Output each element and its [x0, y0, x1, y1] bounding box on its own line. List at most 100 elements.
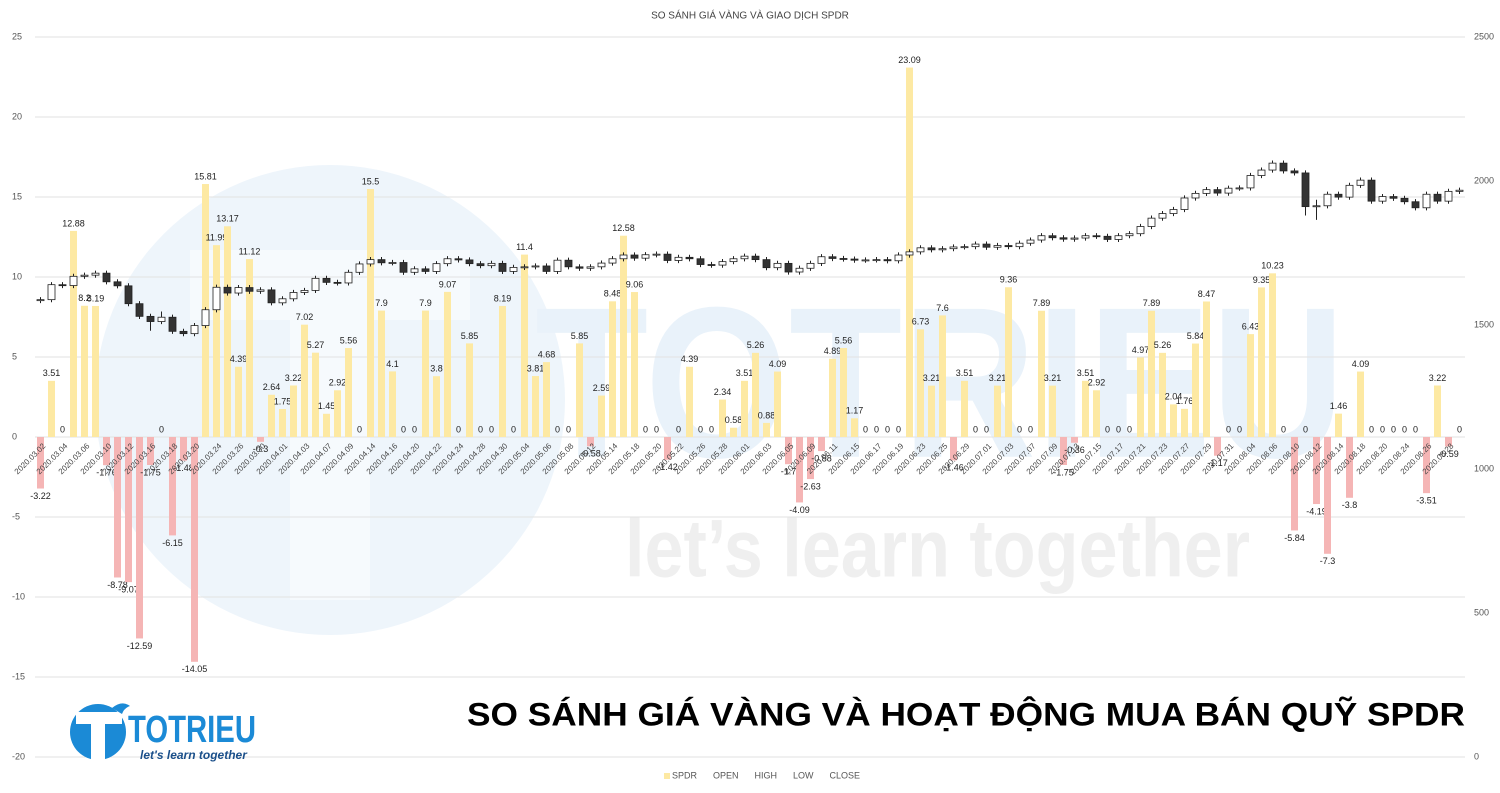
data-label: 4.09: [769, 359, 787, 369]
bar: [279, 409, 286, 437]
bar: [1192, 343, 1199, 437]
data-label: 3.22: [1429, 373, 1447, 383]
data-label: 8.19: [494, 293, 512, 303]
candle-body: [938, 248, 947, 251]
data-label: 0: [885, 424, 890, 434]
candle-body: [80, 274, 89, 277]
chart-title: SO SÁNH GIÁ VÀNG VÀ GIAO DỊCH SPDR: [651, 9, 849, 22]
data-label: -7.3: [1320, 556, 1336, 566]
y2-tick-label: 1000: [1474, 463, 1494, 473]
candle-body: [817, 256, 826, 264]
candle-body: [971, 243, 980, 248]
bar: [851, 418, 858, 437]
bar: [807, 437, 814, 480]
data-label: 5.84: [1187, 331, 1205, 341]
data-label: 0.88: [758, 410, 776, 420]
data-label: 0: [1116, 424, 1121, 434]
candle-body: [1433, 193, 1442, 202]
candle-body: [388, 262, 397, 264]
data-label: -0.36: [1064, 445, 1085, 455]
y-tick-label: 20: [12, 111, 22, 121]
bar: [334, 390, 341, 437]
bar: [92, 305, 99, 437]
candle-body: [311, 277, 320, 291]
candle-body: [1312, 205, 1321, 208]
bar: [191, 437, 198, 662]
data-label: -4.19: [1306, 506, 1327, 516]
bar: [312, 352, 319, 437]
candle-body: [1224, 187, 1233, 194]
bar: [1247, 334, 1254, 437]
candle-body: [69, 275, 78, 286]
candle-body: [135, 303, 144, 317]
bar: [928, 385, 935, 437]
bar: [136, 437, 143, 639]
bar: [367, 189, 374, 437]
bar: [389, 371, 396, 437]
data-label: 9.35: [1253, 275, 1271, 285]
bar: [664, 437, 671, 460]
candle-body: [718, 261, 727, 266]
data-label: 3.51: [736, 368, 754, 378]
bar: [686, 366, 693, 437]
data-label: 9.36: [1000, 275, 1018, 285]
candle-body: [1290, 170, 1299, 174]
candle-body: [1180, 197, 1189, 210]
data-label: -1.48: [173, 463, 194, 473]
overlay-title: SO SÁNH GIÁ VÀNG VÀ HOẠT ĐỘNG MUA BÁN QU…: [467, 696, 1465, 732]
candle-body: [509, 266, 518, 272]
bar: [620, 235, 627, 437]
candle-body: [751, 255, 760, 261]
data-label: 0: [973, 424, 978, 434]
candle-body: [1389, 196, 1398, 199]
bar: [1170, 404, 1177, 437]
candle-body: [564, 259, 573, 268]
data-label: -1.46: [943, 463, 964, 473]
data-label: -3.51: [1416, 496, 1437, 506]
bar: [147, 437, 154, 465]
data-label: 5.85: [461, 331, 479, 341]
y-tick-label: 15: [12, 191, 22, 201]
data-label: 12.88: [62, 218, 85, 228]
candle-body: [1235, 187, 1244, 190]
data-label: 0: [412, 424, 417, 434]
data-label: -0.59: [1438, 449, 1459, 459]
candle-body: [47, 284, 56, 301]
candle-body: [256, 289, 265, 292]
candle-body: [608, 258, 617, 264]
data-label: 9.06: [626, 279, 644, 289]
bar: [444, 291, 451, 437]
data-label: 7.9: [419, 298, 432, 308]
data-label: 5.26: [1154, 340, 1172, 350]
data-label: 2.59: [593, 383, 611, 393]
bar: [1258, 287, 1265, 437]
bar: [323, 413, 330, 437]
data-label: -0.58: [580, 449, 601, 459]
candle-body: [223, 286, 232, 294]
candle-body: [443, 258, 452, 265]
data-label: 1.17: [846, 406, 864, 416]
bar: [1082, 380, 1089, 437]
data-label: -8.78: [107, 580, 128, 590]
candle-body: [146, 315, 155, 322]
candle-body: [1059, 237, 1068, 240]
bar: [752, 352, 759, 437]
data-label: 0: [1281, 424, 1286, 434]
bar: [1445, 437, 1452, 447]
candle-body: [1257, 169, 1266, 176]
candle-body: [465, 259, 474, 265]
data-label: 7.6: [936, 303, 949, 313]
bar: [235, 366, 242, 437]
data-label: 4.1: [386, 359, 399, 369]
candle-body: [410, 268, 419, 273]
y2-tick-label: 2000: [1474, 175, 1494, 185]
candle-body: [300, 290, 309, 293]
data-label: 4.39: [681, 354, 699, 364]
candle-body: [289, 292, 298, 300]
candle-body: [212, 286, 221, 311]
candle-body: [1444, 190, 1453, 202]
data-label: 3.21: [923, 373, 941, 383]
candle-body: [58, 284, 67, 287]
data-label: 3.51: [43, 368, 61, 378]
